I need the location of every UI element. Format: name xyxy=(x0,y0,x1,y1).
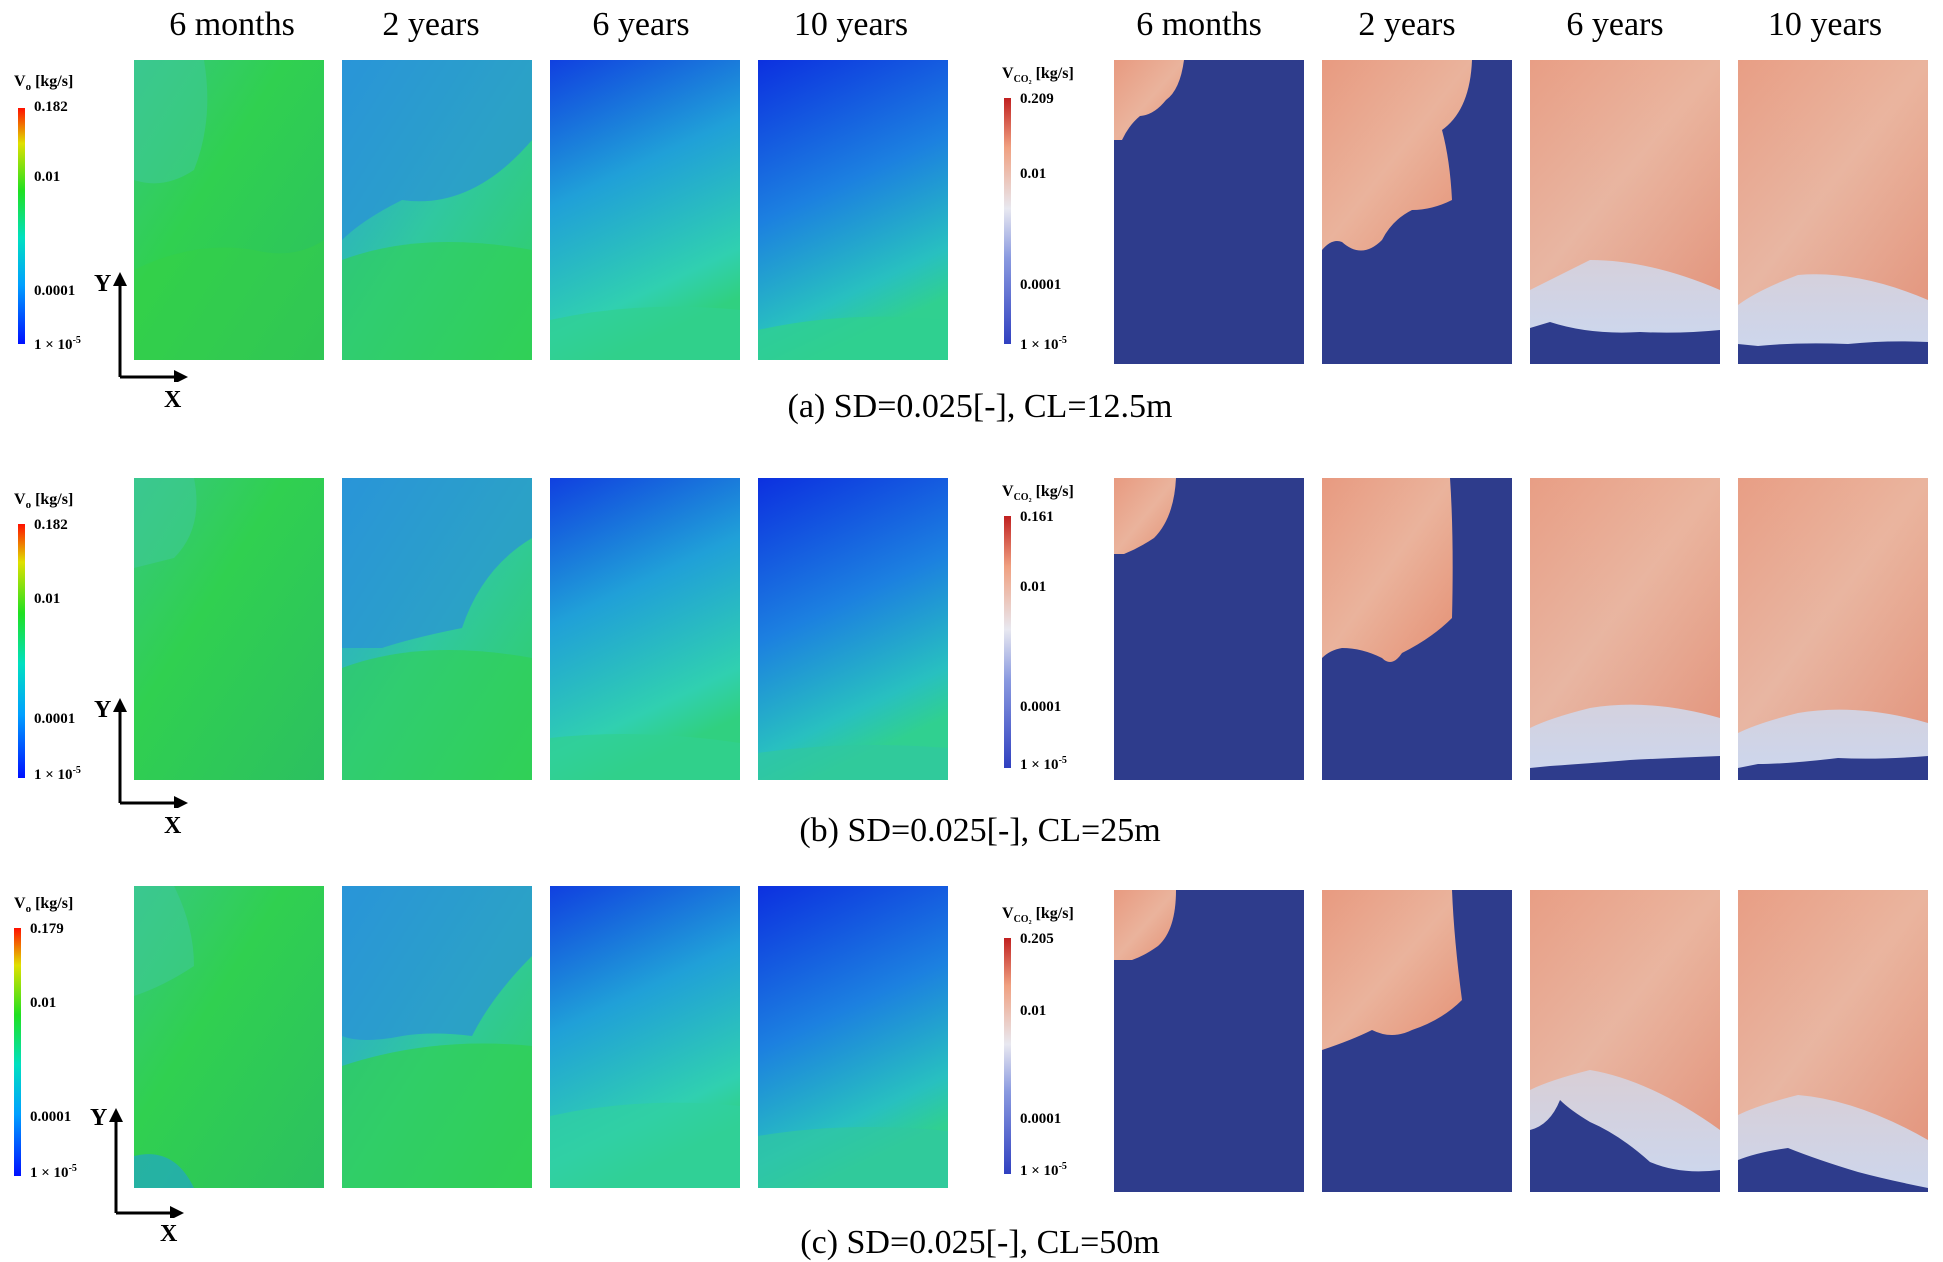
vco2-tick-low: 0.0001 xyxy=(1020,699,1062,715)
vo-colorbar xyxy=(14,928,21,1176)
axis-x-label: X xyxy=(160,1221,178,1247)
vo-tick-min: 1 × 10-5 xyxy=(30,1163,77,1181)
vco2-legend-title: VCO₂ [kg/s] xyxy=(1002,905,1074,926)
header-right-6-years: 6 years xyxy=(1566,6,1664,43)
vo-colorbar xyxy=(18,108,25,344)
axis-y-label: Y xyxy=(90,1105,108,1131)
oil-map-6-years xyxy=(550,60,740,360)
vo-tick-low: 0.0001 xyxy=(34,711,76,727)
vo-tick-min: 1 × 10-5 xyxy=(34,335,81,353)
vco2-colorbar xyxy=(1004,516,1011,768)
header-right-6-months: 6 months xyxy=(1136,6,1262,43)
co2-map-6-months xyxy=(1114,890,1304,1192)
vo-tick-mid: 0.01 xyxy=(30,995,57,1011)
header-left-6-months: 6 months xyxy=(169,6,295,43)
oil-map-6-months xyxy=(134,60,324,360)
co2-map-2-years xyxy=(1322,890,1512,1192)
oil-map-6-years xyxy=(550,478,740,780)
vco2-tick-max: 0.209 xyxy=(1020,91,1054,107)
oil-map-6-months xyxy=(134,478,324,780)
axis-x-label: X xyxy=(164,387,182,413)
vco2-legend-title: VCO₂ [kg/s] xyxy=(1002,65,1074,86)
vo-tick-low: 0.0001 xyxy=(30,1109,72,1125)
co2-map-6-years xyxy=(1530,890,1720,1192)
oil-map-2-years xyxy=(342,60,532,360)
vco2-tick-mid: 0.01 xyxy=(1020,1003,1047,1019)
oil-map-6-years xyxy=(550,886,740,1188)
vo-tick-low: 0.0001 xyxy=(34,283,76,299)
oil-map-10-years xyxy=(758,60,948,360)
vco2-tick-min: 1 × 10-5 xyxy=(1020,755,1067,773)
vco2-colorbar xyxy=(1004,98,1011,344)
vo-legend-title: Vo [kg/s] xyxy=(14,73,74,94)
oil-map-10-years xyxy=(758,478,948,780)
vo-tick-max: 0.182 xyxy=(34,99,68,115)
axes-indicator xyxy=(109,1108,184,1218)
header-left-6-years: 6 years xyxy=(592,6,690,43)
oil-map-2-years xyxy=(342,478,532,780)
vco2-tick-max: 0.205 xyxy=(1020,931,1054,947)
co2-map-6-months xyxy=(1114,478,1304,780)
vo-colorbar xyxy=(18,524,25,778)
vco2-colorbar xyxy=(1004,938,1011,1174)
vco2-tick-low: 0.0001 xyxy=(1020,1111,1062,1127)
axis-y-label: Y xyxy=(94,697,112,723)
axes-indicator xyxy=(113,698,188,808)
co2-map-2-years xyxy=(1322,60,1512,364)
oil-map-10-years xyxy=(758,886,948,1188)
vo-legend-title: Vo [kg/s] xyxy=(14,895,74,916)
vco2-tick-mid: 0.01 xyxy=(1020,166,1047,182)
row-c-caption: (c) SD=0.025[-], CL=50m xyxy=(800,1224,1160,1261)
vco2-tick-mid: 0.01 xyxy=(1020,579,1047,595)
oil-map-2-years xyxy=(342,886,532,1188)
axis-y-label: Y xyxy=(94,271,112,297)
vo-tick-max: 0.179 xyxy=(30,921,64,937)
vco2-tick-low: 0.0001 xyxy=(1020,277,1062,293)
vco2-tick-min: 1 × 10-5 xyxy=(1020,1161,1067,1179)
header-left-2-years: 2 years xyxy=(382,6,480,43)
co2-map-6-years xyxy=(1530,478,1720,780)
co2-map-6-years xyxy=(1530,60,1720,364)
vo-tick-mid: 0.01 xyxy=(34,169,61,185)
vo-legend-title: Vo [kg/s] xyxy=(14,491,74,512)
vo-tick-mid: 0.01 xyxy=(34,591,61,607)
co2-map-10-years xyxy=(1738,60,1928,364)
vo-tick-min: 1 × 10-5 xyxy=(34,765,81,783)
header-left-10-years: 10 years xyxy=(793,6,909,43)
header-right-2-years: 2 years xyxy=(1358,6,1456,43)
co2-map-2-years xyxy=(1322,478,1512,780)
co2-map-10-years xyxy=(1738,478,1928,780)
axis-x-label: X xyxy=(164,813,182,839)
row-b-caption: (b) SD=0.025[-], CL=25m xyxy=(799,812,1161,849)
co2-map-6-months xyxy=(1114,60,1304,364)
vo-tick-max: 0.182 xyxy=(34,517,68,533)
row-a-caption: (a) SD=0.025[-], CL=12.5m xyxy=(787,388,1173,425)
vco2-tick-max: 0.161 xyxy=(1020,509,1054,525)
header-right-10-years: 10 years xyxy=(1767,6,1883,43)
vco2-tick-min: 1 × 10-5 xyxy=(1020,335,1067,353)
vco2-legend-title: VCO₂ [kg/s] xyxy=(1002,483,1074,504)
co2-map-10-years xyxy=(1738,890,1928,1192)
oil-map-6-months xyxy=(134,886,324,1188)
axes-indicator xyxy=(113,272,188,382)
